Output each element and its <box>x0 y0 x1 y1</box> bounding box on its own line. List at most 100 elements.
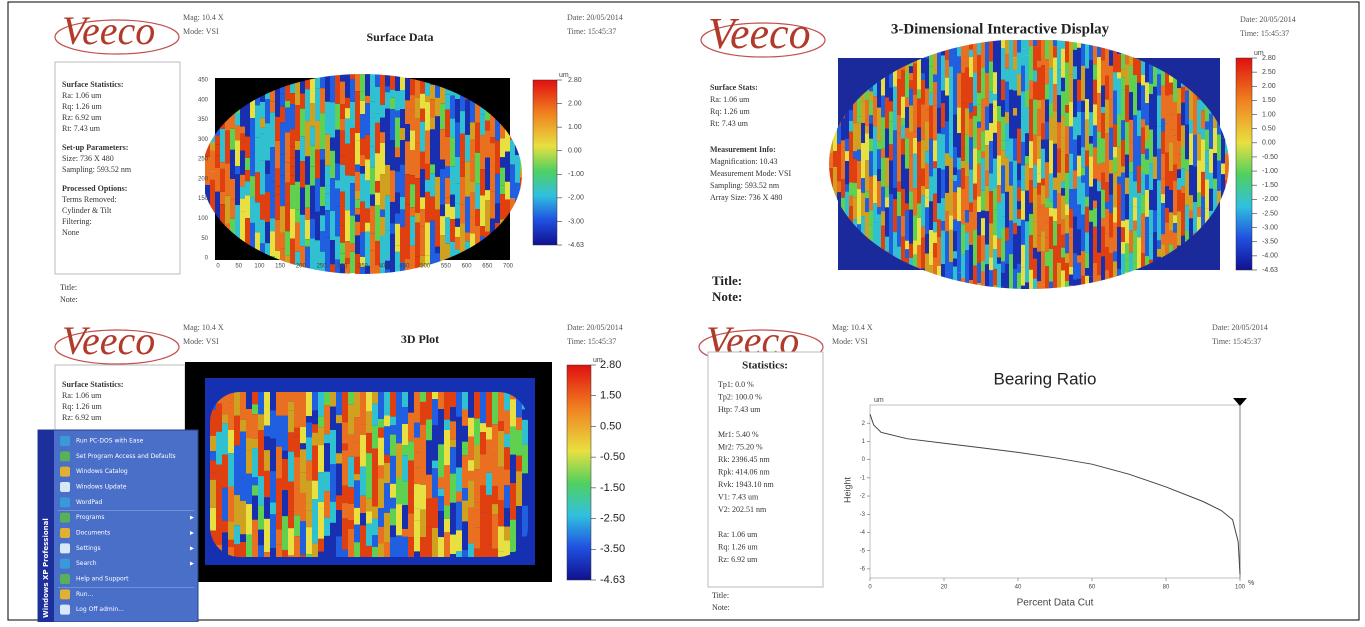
texture-cell <box>260 128 266 134</box>
texture-cell <box>1097 275 1102 302</box>
texture-cell <box>490 137 496 143</box>
texture-cell <box>456 417 463 440</box>
texture-cell <box>370 102 376 118</box>
texture-cell <box>1125 244 1130 260</box>
texture-cell <box>1153 210 1158 232</box>
menu-item[interactable]: Set Program Access and Defaults <box>76 453 176 460</box>
texture-cell <box>1001 193 1006 216</box>
menu-item[interactable]: Documents <box>76 530 110 537</box>
texture-cell <box>957 187 962 221</box>
texture-cell <box>1229 63 1234 74</box>
texture-cell <box>1009 40 1014 70</box>
texture-cell <box>1021 245 1026 267</box>
texture-cell <box>1197 193 1202 207</box>
menu-item[interactable]: Windows Update <box>76 484 127 491</box>
texture-cell <box>426 392 433 420</box>
texture-cell <box>1049 208 1054 217</box>
texture-cell <box>997 73 1002 106</box>
texture-cell <box>1129 51 1134 57</box>
texture-cell <box>961 224 966 254</box>
texture-cell <box>909 170 914 191</box>
texture-cell <box>246 450 253 474</box>
texture-cell <box>450 207 456 219</box>
y-tick-label: -1 <box>860 475 866 481</box>
texture-cell <box>365 180 371 208</box>
texture-cell <box>1053 190 1058 208</box>
texture-cell <box>270 112 276 147</box>
texture-cell <box>857 97 862 116</box>
texture-cell <box>354 480 361 508</box>
menu-item[interactable]: Run... <box>76 591 93 598</box>
texture-cell <box>415 223 421 257</box>
menu-item[interactable]: Windows Catalog <box>76 468 128 475</box>
texture-cell <box>977 164 982 196</box>
texture-cell <box>1093 263 1098 281</box>
texture-cell <box>390 98 396 110</box>
texture-cell <box>395 171 401 192</box>
texture-cell <box>961 210 966 224</box>
texture-cell <box>336 464 343 496</box>
x-tick-label: 300 <box>337 264 348 270</box>
texture-cell <box>853 183 858 197</box>
texture-cell <box>450 474 457 503</box>
texture-cell <box>354 508 361 525</box>
x-tick-label: 650 <box>482 264 493 270</box>
texture-cell <box>1017 238 1022 263</box>
texture-cell <box>1029 235 1034 269</box>
texture-cell <box>1197 279 1202 309</box>
texture-cell <box>889 111 894 121</box>
texture-cell <box>913 63 918 94</box>
texture-cell <box>925 198 930 208</box>
texture-cell <box>390 484 397 498</box>
texture-cell <box>945 193 950 211</box>
texture-cell <box>432 528 439 558</box>
texture-cell <box>1109 195 1114 213</box>
texture-cell <box>1185 286 1190 320</box>
texture-cell <box>1113 173 1118 207</box>
texture-cell <box>869 91 874 100</box>
texture-cell <box>522 506 529 537</box>
menu-item[interactable]: Log Off admin... <box>76 606 124 613</box>
texture-cell <box>1057 173 1062 194</box>
texture-cell <box>1049 282 1054 290</box>
texture-cell <box>997 202 1002 238</box>
texture-cell <box>1157 149 1162 181</box>
texture-cell <box>320 70 326 88</box>
texture-cell <box>885 97 890 128</box>
texture-cell <box>324 434 331 443</box>
menu-item[interactable]: WordPad <box>76 499 102 506</box>
texture-cell <box>1229 215 1234 225</box>
texture-cell <box>1085 151 1090 167</box>
texture-cell <box>445 197 451 204</box>
menu-item[interactable]: Help and Support <box>76 576 129 583</box>
texture-cell <box>384 513 391 543</box>
texture-cell <box>210 143 216 151</box>
texture-cell <box>265 192 271 222</box>
texture-cell <box>465 162 471 197</box>
texture-cell <box>885 237 890 252</box>
texture-cell <box>829 231 834 237</box>
stats-line: Sampling: 593.52 nm <box>62 165 132 174</box>
texture-cell <box>336 415 343 423</box>
texture-cell <box>258 505 265 529</box>
texture-cell <box>295 209 301 222</box>
menu-item[interactable]: Programs <box>76 514 104 521</box>
texture-cell <box>1133 230 1138 262</box>
texture-cell <box>462 501 469 522</box>
texture-cell <box>1149 277 1154 309</box>
menu-item[interactable]: Settings <box>76 545 101 552</box>
menu-item[interactable]: Search <box>76 560 97 567</box>
texture-cell <box>325 193 331 210</box>
texture-cell <box>1137 166 1142 193</box>
page: { "panels": [ { "logo": "Veeco", "header… <box>0 0 1365 622</box>
menu-item[interactable]: Run PC-DOS with Ease <box>76 438 144 445</box>
texture-cell <box>1065 126 1070 154</box>
texture-cell <box>276 416 283 447</box>
colorbar-tick-label: 0.50 <box>600 420 621 432</box>
texture-cell <box>1177 88 1182 114</box>
texture-cell <box>420 209 426 227</box>
texture-cell <box>1057 95 1062 115</box>
texture-cell <box>306 527 313 554</box>
texture-cell <box>925 58 930 70</box>
menu-icon <box>60 467 70 477</box>
